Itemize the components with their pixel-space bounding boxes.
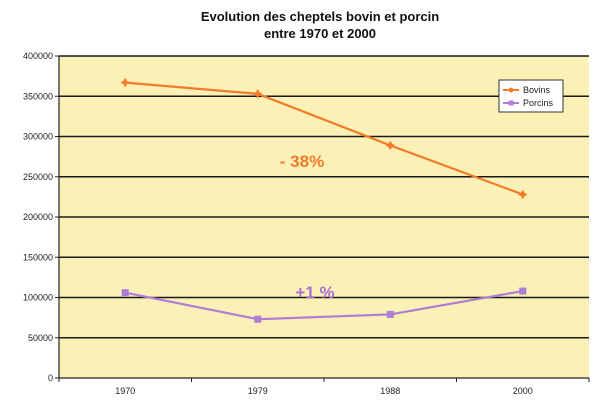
point-bovins	[253, 89, 262, 98]
point-porcins	[386, 310, 394, 318]
annotations: - 38% +1 %	[280, 152, 335, 302]
y-tick-label: 200000	[23, 212, 53, 222]
x-tick-label: 1988	[380, 386, 400, 396]
point-bovins	[518, 190, 527, 199]
annotation-porcins-change: +1 %	[295, 283, 334, 302]
marker-dot	[387, 142, 393, 148]
y-tick-label: 150000	[23, 252, 53, 262]
legend-box	[498, 79, 564, 113]
legend: Bovins Porcins	[498, 79, 564, 113]
annotation-bovins-change: - 38%	[280, 152, 324, 171]
marker-dot	[122, 79, 128, 86]
point-porcins	[254, 315, 262, 323]
y-axis-ticks: 0 50000 100000 150000 200000 250000 300000 3500…	[23, 51, 59, 383]
y-tick-label: 0	[48, 373, 53, 383]
y-tick-label: 300000	[23, 132, 53, 142]
marker-dot	[520, 191, 526, 198]
legend-swatch-marker	[508, 100, 514, 106]
series-line-porcins	[125, 289, 523, 321]
x-tick-label: 1979	[248, 386, 268, 396]
y-tick-label: 400000	[23, 51, 53, 61]
series-line-bovins	[125, 81, 524, 196]
point-porcins	[121, 289, 129, 297]
x-tick-label: 1970	[115, 386, 135, 396]
legend-swatch-marker	[508, 87, 514, 93]
x-tick-label: 2000	[513, 386, 533, 396]
x-axis-ticks: 1970 1979 1988 2000	[58, 378, 590, 396]
y-tick-label: 50000	[28, 333, 53, 343]
series-group	[121, 78, 527, 323]
y-tick-label: 250000	[23, 172, 53, 182]
point-bovins	[386, 141, 395, 150]
point-porcins	[519, 287, 527, 295]
legend-label: Porcins	[523, 98, 554, 108]
y-tick-label: 100000	[23, 293, 53, 303]
legend-label: Bovins	[523, 85, 551, 95]
marker-dot	[255, 91, 261, 97]
point-bovins	[121, 78, 130, 87]
chart-title-line-2: entre 1970 et 2000	[264, 26, 376, 41]
chart-title-line-1: Evolution des cheptels bovin et porcin	[201, 9, 439, 24]
y-tick-label: 350000	[23, 91, 53, 101]
